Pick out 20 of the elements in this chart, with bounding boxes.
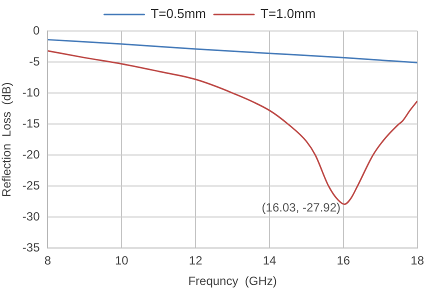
x-tick-label: 8 bbox=[44, 254, 52, 268]
x-tick-label: 18 bbox=[410, 254, 424, 268]
y-tick-label: -20 bbox=[22, 147, 40, 162]
annotation: (16.03, -27.92) bbox=[262, 200, 341, 215]
x-tick-label: 16 bbox=[336, 254, 350, 268]
x-tick-label: 10 bbox=[114, 254, 129, 268]
x-axis-title: Frequncy (GHz) bbox=[188, 274, 277, 288]
legend-label: T=1.0mm bbox=[260, 6, 316, 22]
y-tick-label: -10 bbox=[22, 85, 40, 100]
y-tick-label: -25 bbox=[22, 178, 40, 192]
y-tick-label: -35 bbox=[22, 240, 40, 255]
y-axis-title: Reflection Loss (dB) bbox=[0, 82, 14, 197]
legend-label: T=0.5mm bbox=[150, 6, 206, 22]
y-tick-label: -5 bbox=[29, 54, 40, 68]
y-tick-label: -15 bbox=[22, 116, 40, 130]
y-tick-label: 0 bbox=[33, 23, 40, 38]
x-tick-label: 14 bbox=[262, 254, 276, 268]
y-tick-label: -30 bbox=[22, 209, 40, 224]
line-series bbox=[48, 38, 418, 64]
x-tick-label: 12 bbox=[188, 254, 203, 268]
